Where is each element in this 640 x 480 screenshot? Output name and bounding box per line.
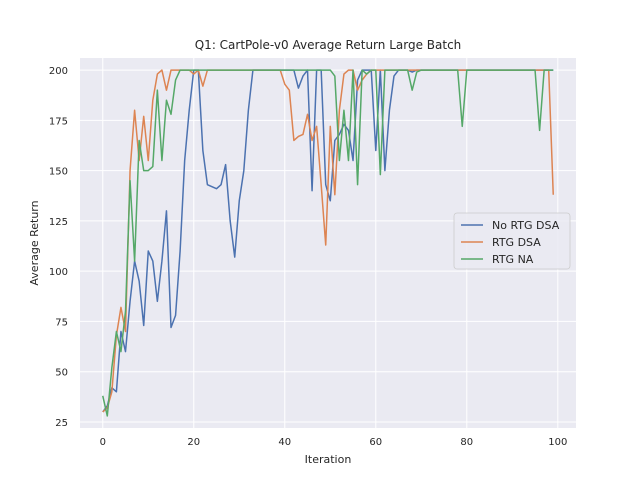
- legend-label: No RTG DSA: [492, 219, 560, 232]
- legend-label: RTG NA: [492, 253, 534, 266]
- x-axis-title: Iteration: [305, 453, 352, 466]
- x-axis-ticks: 0 20 40 60 80 100: [100, 437, 568, 448]
- series-layer: [102, 69, 554, 417]
- y-tick-label: 125: [49, 217, 68, 228]
- chart-title: Q1: CartPole-v0 Average Return Large Bat…: [195, 38, 462, 52]
- x-tick-label: 0: [100, 437, 106, 448]
- x-tick-label: 60: [369, 437, 382, 448]
- y-tick-label: 175: [49, 116, 68, 127]
- y-tick-label: 25: [55, 418, 68, 429]
- x-tick-label: 80: [460, 437, 473, 448]
- y-tick-label: 200: [49, 66, 68, 77]
- y-tick-label: 75: [55, 317, 68, 328]
- legend-box: [453, 212, 571, 270]
- y-axis-ticks: 25 50 75 100 125 150 175 200: [49, 66, 68, 429]
- series-line-3: [102, 69, 554, 417]
- x-tick-label: 100: [548, 437, 567, 448]
- legend-label: RTG DSA: [492, 236, 541, 249]
- y-tick-label: 100: [49, 267, 68, 278]
- x-tick-label: 20: [187, 437, 200, 448]
- y-axis-title: Average Return: [28, 200, 41, 285]
- y-tick-label: 50: [55, 368, 68, 379]
- x-tick-label: 40: [278, 437, 291, 448]
- y-tick-label: 150: [49, 167, 68, 178]
- legend: No RTG DSA RTG DSA RTG NA: [453, 212, 571, 270]
